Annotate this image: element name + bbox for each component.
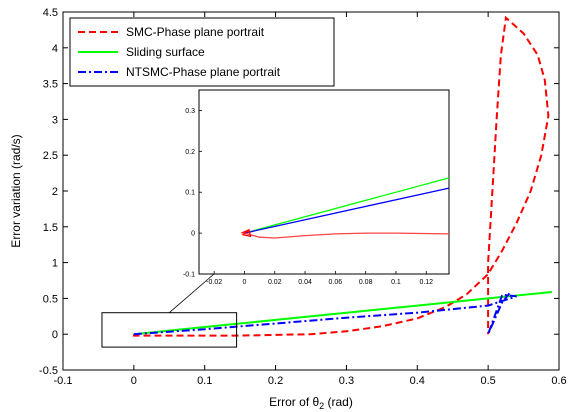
y-tick-label: 2.5 [43,150,58,162]
y-tick-label: 3.5 [43,79,58,91]
inset-series-line-sliding-surface [244,177,450,234]
y-tick-label: 0.5 [43,293,58,305]
y-tick-label: -0.5 [39,365,58,377]
inset-y-tick-label: 0 [191,231,195,238]
inset-x-tick-label: 0.1 [391,279,401,286]
legend-entry-label: Sliding surface [126,45,205,59]
main-series-group [132,15,552,337]
legend: SMC-Phase plane portrait Sliding surface N… [69,17,335,87]
y-tick-label: 1.5 [43,222,58,234]
y-axis-label: Error variation (rad/s) [9,134,23,247]
inset-x-tick-label: 0.08 [359,279,373,286]
y-tick-label: 3 [52,114,58,126]
y-tick-label: 4.5 [43,7,58,19]
inset-y-tick-label: 0.1 [185,190,195,197]
inset-plot: -0.02 0 0.02 0.04 0.06 0.08 0.1 0.12 -0.1 0 0.1 0.2… [183,89,450,286]
legend-entry-label: NTSMC-Phase plane portrait [126,65,281,79]
inset-series-line-smc-phase-plane-portrait-cluster [241,228,252,238]
x-tick-label: -0.1 [54,375,73,387]
x-tick-label: 0.6 [551,375,566,387]
x-tick-label: 0 [131,375,137,387]
zoom-region-box [101,312,238,348]
inset-y-tick-label: -0.1 [183,272,195,279]
main-ticks: -0.1 0 0.1 0.2 0.3 0.4 0.5 0.6 -0.5 0 0.5 1 1.5 2 2.5 3… [39,7,567,387]
y-tick-label: 0 [52,329,58,341]
y-tick-label: 2 [52,186,58,198]
inset-y-tick-label: 0.2 [185,149,195,156]
series-line-smc-phase-plane-portrait [132,15,550,337]
inset-x-tick-label: 0.04 [298,279,312,286]
inset-x-tick-label: -0.02 [206,279,222,286]
x-tick-label: 0.1 [197,375,212,387]
series-line-sliding-surface [133,291,552,336]
x-tick-label: 0.4 [410,375,425,387]
zoom-connector-line [169,273,215,314]
series-line-ntsmc-phase-plane-portrait [133,292,517,336]
inset-plot-area [198,89,450,275]
legend-entry-label: SMC-Phase plane portrait [126,25,265,39]
inset-y-tick-label: 0.3 [185,108,195,115]
inset-x-tick-label: 0.12 [419,279,433,286]
inset-series-line-smc-phase-plane-portrait [244,232,450,239]
y-tick-label: 1 [52,258,58,270]
x-tick-label: 0.2 [268,375,283,387]
y-tick-label: 4 [52,43,58,55]
x-tick-label: 0.5 [480,375,495,387]
x-axis-label: Error of θ2 (rad) [269,395,353,411]
x-tick-label: 0.3 [339,375,354,387]
inset-x-tick-label: 0 [243,279,247,286]
inset-x-tick-label: 0.02 [268,279,282,286]
inset-series-line-ntsmc-phase-plane-portrait [244,187,450,234]
inset-x-tick-label: 0.06 [329,279,343,286]
